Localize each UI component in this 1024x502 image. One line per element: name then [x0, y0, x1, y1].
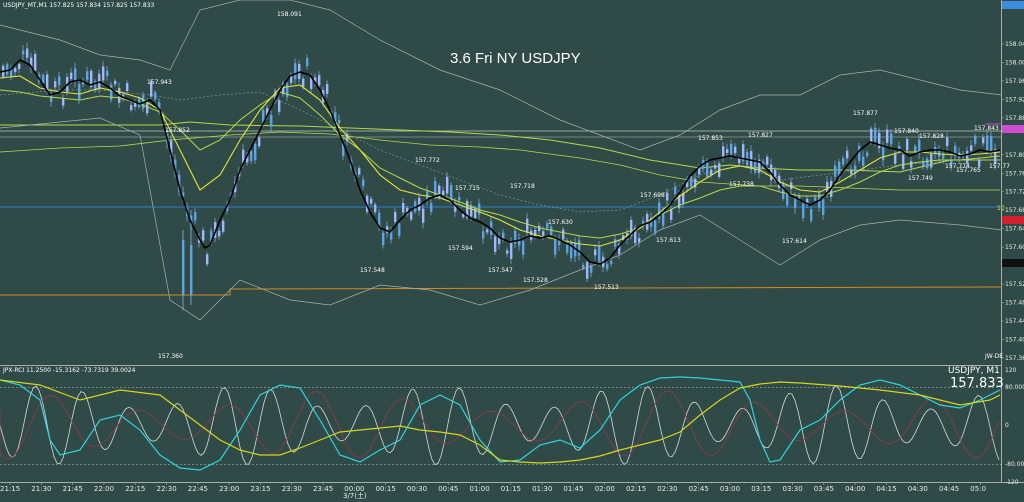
time-axis-label: 00:00 — [344, 485, 364, 493]
price-annotation: 157.718 — [510, 183, 535, 190]
price-annotation: 158.091 — [277, 11, 302, 18]
time-axis-label: 23:30 — [282, 485, 302, 493]
time-axis-label: 03:45 — [814, 485, 834, 493]
time-axis-label: 21:45 — [63, 485, 83, 493]
price-annotation: 157.828 — [919, 133, 944, 140]
time-axis-label: 02:15 — [626, 485, 646, 493]
time-axis-label: 03:30 — [783, 485, 803, 493]
price-axis-label: 157.680 — [1005, 207, 1024, 214]
current-price-big: 157.833 — [950, 376, 1004, 391]
price-annotation: 157.827 — [748, 132, 773, 139]
date-label: 3/7(土) — [343, 491, 367, 500]
price-axis-label: 157.520 — [1005, 281, 1024, 288]
price-annotation: 157.738 — [729, 181, 754, 188]
time-axis-label: 22:45 — [188, 485, 208, 493]
price-axis-label: 157.920 — [1005, 96, 1024, 103]
time-axis-label: 03:00 — [720, 485, 740, 493]
price-annotations: 158.091 157.943 157.852 157.772 157.715 157.7… — [147, 11, 1010, 360]
price-axis-label: 157.880 — [1005, 115, 1024, 122]
price-axis-label: 157.400 — [1005, 337, 1024, 344]
price-annotation: 157.548 — [360, 267, 385, 274]
price-axis-label: 157.800 — [1005, 152, 1024, 159]
price-annotation: 157.77 — [989, 163, 1010, 170]
time-axis-label: 04:45 — [939, 485, 959, 493]
price-annotation: 157.360 — [158, 353, 183, 360]
price-axis-label: 157.960 — [1005, 78, 1024, 85]
time-axis-label: 04:15 — [876, 485, 896, 493]
price-annotation: 157.774 — [945, 163, 970, 170]
svg-text:10: 10 — [997, 205, 1005, 212]
time-axis-label: 22:30 — [157, 485, 177, 493]
price-annotation: 157.749 — [908, 175, 933, 182]
time-axis-label: 22:00 — [94, 485, 114, 493]
price-axis-label: 157.640 — [1005, 226, 1024, 233]
time-axis-label: 05:0 — [970, 485, 986, 493]
time-axis-label: 22:15 — [125, 485, 145, 493]
time-axis-label: 01:15 — [501, 485, 521, 493]
price-annotation: 157.547 — [488, 267, 513, 274]
time-axis-label: 03:15 — [751, 485, 771, 493]
rci-axis-label: -120 — [1005, 479, 1019, 486]
time-axis-label: 21:30 — [31, 485, 51, 493]
price-axis: 158.120158.040158.000157.960157.920157.8… — [1001, 4, 1024, 362]
time-axis-label: 00:15 — [376, 485, 396, 493]
time-axis-label: 02:00 — [595, 485, 615, 493]
price-annotation: 157.943 — [147, 79, 172, 86]
chart-annotation-title: 3.6 Fri NY USDJPY — [450, 50, 581, 67]
price-annotation: 157.852 — [165, 127, 190, 134]
price-axis-label: 157.480 — [1005, 300, 1024, 307]
price-axis-label: 157.760 — [1005, 170, 1024, 177]
price-annotation: 157.613 — [656, 237, 681, 244]
price-annotation: 157.715 — [455, 185, 480, 192]
price-annotation: 157.528 — [523, 277, 548, 284]
time-axis: 21:15 21:30 21:45 22:00 22:15 22:30 22:45 23:00… — [0, 482, 986, 493]
price-axis-label: 157.440 — [1005, 318, 1024, 325]
time-axis-label: 01:45 — [563, 485, 583, 493]
price-annotation: 157.698 — [640, 192, 665, 199]
time-axis-label: 01:30 — [532, 485, 552, 493]
price-axis-label: 158.000 — [1005, 59, 1024, 66]
price-annotation: 157.594 — [448, 245, 473, 252]
price-annotation: 157.614 — [782, 238, 807, 245]
price-annotation: 157.772 — [415, 157, 440, 164]
price-axis-label: 158.040 — [1005, 41, 1024, 48]
price-annotation: 157.843 — [974, 125, 999, 132]
time-axis-label: 21:15 — [0, 485, 20, 493]
time-axis-label: 23:00 — [219, 485, 239, 493]
price-annotation: 157.840 — [894, 128, 919, 135]
time-axis-label: 00:30 — [407, 485, 427, 493]
time-axis-label: 00:45 — [438, 485, 458, 493]
price-axis-label: 157.600 — [1005, 244, 1024, 251]
sub-chart-header: JPX-RCI 11.2500 -15.3162 -73.7319 39.002… — [2, 367, 136, 374]
price-axis-label: 157.360 — [1005, 355, 1024, 362]
time-axis-label: 02:45 — [689, 485, 709, 493]
time-axis-label: 04:30 — [908, 485, 928, 493]
time-axis-label: 02:30 — [657, 485, 677, 493]
price-annotation: 157.853 — [698, 135, 723, 142]
price-annotation: 157.630 — [548, 219, 573, 226]
time-axis-label: 01:00 — [470, 485, 490, 493]
time-axis-label: 23:15 — [250, 485, 270, 493]
price-axis-label: 157.720 — [1005, 189, 1024, 196]
price-annotation: 157.877 — [853, 110, 878, 117]
symbol-label: USDJPY, M1 — [948, 366, 1000, 376]
rci-axis-label: 0 — [1005, 422, 1009, 429]
price-annotation: 157.765 — [956, 167, 981, 174]
time-axis-label: 23:45 — [313, 485, 333, 493]
main-chart-header: USDJPY_MT,M1 157.825 157.834 157.825 157… — [3, 2, 155, 9]
svg-text:JW-DE: JW-DE — [984, 353, 1003, 360]
rci-axis-label: 120 — [1005, 367, 1017, 374]
time-axis-label: 04:00 — [845, 485, 865, 493]
price-annotation: 157.513 — [594, 284, 619, 291]
